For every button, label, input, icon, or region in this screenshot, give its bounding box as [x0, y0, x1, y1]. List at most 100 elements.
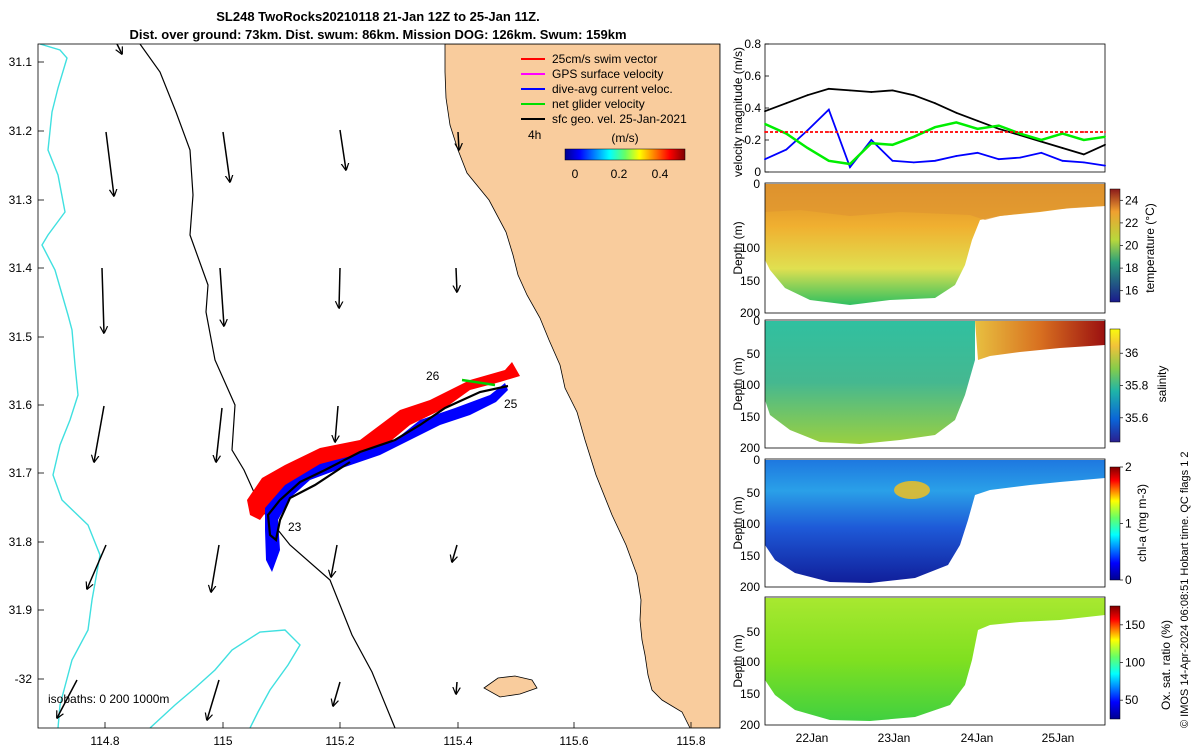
geo-vector [339, 267, 340, 308]
cbar-tick-label: 22 [1125, 216, 1139, 230]
geo-vector [335, 405, 338, 442]
velocity-point [1104, 131, 1106, 133]
velocity-y-tick-label: 0.6 [744, 69, 761, 83]
velocity-point [912, 131, 915, 133]
cbar-tick-label: 50 [1125, 693, 1139, 707]
velocity-point [976, 127, 979, 130]
velocity-point [827, 108, 830, 111]
geo-vector [331, 544, 338, 577]
salinity-section: Depth (m) 0 50 100 150 200 35.6 35.8 36 sa… [731, 314, 1169, 455]
velocity-point [806, 129, 809, 132]
salinity-colorbar [1109, 328, 1121, 443]
isobath-0m [139, 44, 396, 728]
map-y-tick-label: 31.1 [9, 55, 33, 69]
velocity-ylabel: velocity magnitude (m/s) [731, 47, 745, 177]
depth-tick: 50 [747, 625, 761, 639]
velocity-point [1061, 147, 1064, 149]
velocity-point [1082, 139, 1085, 141]
velocity-point [997, 127, 1000, 130]
chla-cbar-ticks: 0 1 2 [1120, 460, 1132, 587]
velocity-point [934, 159, 936, 162]
velocity-point [934, 126, 936, 129]
temperature-cbar-label: temperature (°C) [1143, 203, 1157, 293]
velocity-point [1019, 132, 1021, 135]
velocity-y-tick-label: 0.8 [744, 37, 761, 51]
depth-tick: 100 [740, 517, 760, 531]
salinity-ylabel: Depth (m) [731, 357, 745, 410]
velocity-point [1040, 131, 1043, 133]
map-y-axis: 31.1 31.2 31.3 31.4 31.5 31.6 31.7 31.8 31.9 -32 [9, 55, 44, 686]
glider-track [247, 362, 520, 572]
velocity-point [912, 161, 915, 164]
temperature-surface-warm [765, 184, 1105, 220]
chla-field [765, 460, 1105, 583]
geostrophic-vectors [57, 44, 459, 720]
velocity-point [955, 111, 958, 114]
day-label-23: 23 [288, 520, 302, 534]
velocity-y-ticks: 0 0.2 0.4 0.6 0.8 [744, 37, 769, 179]
net-velocity-segment [461, 378, 496, 387]
geo-vector [339, 129, 346, 170]
map-y-tick-label: 31.5 [9, 330, 33, 344]
chla-colorbar [1109, 466, 1121, 581]
temperature-frame [764, 182, 1106, 314]
velocity-point [764, 110, 766, 113]
map-x-tick-label: 115.6 [559, 734, 588, 748]
velocity-plot-frame [764, 43, 1106, 173]
oxygen-colorbar [1109, 605, 1121, 720]
salinity-field [765, 321, 975, 444]
depth-tick: 0 [753, 314, 760, 328]
map-x-tick-label: 114.8 [90, 734, 119, 748]
velocity-point [849, 166, 851, 169]
geo-vector [216, 407, 223, 462]
geo-vector [219, 267, 224, 326]
depth-tick: 0 [753, 177, 760, 191]
oxygen-cbar-ticks: 50 100 150 [1120, 618, 1145, 707]
velocity-point [955, 131, 958, 133]
velocity-point [806, 131, 809, 133]
salinity-cbar-ticks: 35.6 35.8 36 [1120, 346, 1149, 425]
isobath-1000m [39, 44, 101, 728]
velocity-point [1082, 153, 1085, 156]
time-tick-label: 23Jan [878, 731, 911, 745]
velocity-point [870, 91, 873, 93]
velocity-point [1019, 131, 1021, 133]
day-label-25: 25 [504, 397, 518, 411]
day-label-26: 26 [426, 369, 440, 383]
velocity-y-tick-label: 0 [754, 165, 761, 179]
oxygen-field [765, 598, 1105, 721]
velocity-point [1019, 156, 1021, 159]
velocity-point [955, 155, 958, 157]
geo-vector [333, 681, 341, 706]
velocity-point [891, 89, 894, 92]
map-y-tick-label: -32 [15, 672, 33, 686]
velocity-point [827, 159, 830, 162]
map-y-tick-label: 31.6 [9, 398, 33, 412]
velocity-point [785, 132, 788, 135]
depth-tick: 100 [740, 378, 760, 392]
salinity-high-surface [975, 321, 1105, 360]
temperature-section: Depth (m) 0 100 150 200 16 18 20 22 24 tempe… [731, 177, 1157, 320]
legend-label: net glider velocity [552, 97, 645, 111]
cbar-tick-label: 20 [1125, 239, 1139, 253]
velocity-point [764, 131, 766, 133]
geo-vector [116, 44, 122, 54]
geo-vector [102, 267, 104, 333]
temperature-cbar-ticks: 16 18 20 22 24 [1120, 193, 1139, 298]
velocity-point [1082, 131, 1085, 133]
salinity-cbar-label: salinity [1155, 366, 1169, 403]
depth-tick: 200 [740, 580, 760, 594]
title-line-2: Dist. over ground: 73km. Dist. swum: 86k… [129, 27, 626, 42]
map-x-tick-label: 115.4 [443, 734, 472, 748]
swim-vector-band [247, 362, 520, 520]
temperature-ylabel: Depth (m) [731, 221, 745, 274]
velocity-point [912, 94, 915, 97]
depth-tick: 200 [740, 441, 760, 455]
colorbar-label: (m/s) [611, 131, 638, 145]
dive-current-band [265, 383, 508, 572]
depth-tick: 150 [740, 687, 760, 701]
cbar-tick-label: 35.6 [1125, 411, 1149, 425]
velocity-point [785, 102, 788, 105]
